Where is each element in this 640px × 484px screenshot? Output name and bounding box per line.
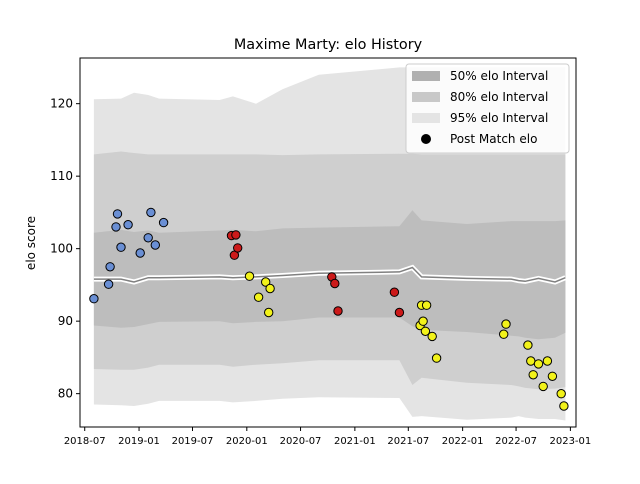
legend-label: 80% elo Interval xyxy=(450,90,548,104)
post-match-elo-point xyxy=(556,389,566,399)
post-match-elo-point xyxy=(112,209,123,219)
x-tick-label: 2019-01 xyxy=(118,436,160,447)
post-match-elo-point xyxy=(146,207,156,218)
post-match-elo-point xyxy=(158,217,169,228)
x-tick-label: 2023-01 xyxy=(549,436,591,447)
post-match-elo-point xyxy=(499,329,509,339)
post-match-elo-point xyxy=(418,316,428,326)
x-tick-label: 2022-01 xyxy=(442,436,484,447)
x-tick-label: 2018-07 xyxy=(64,436,106,447)
y-tick-label: 90 xyxy=(58,314,73,328)
post-match-elo-point xyxy=(231,230,241,240)
x-tick-label: 2020-01 xyxy=(226,436,268,447)
post-match-elo-point xyxy=(123,220,133,230)
y-tick-label: 120 xyxy=(50,97,73,111)
post-match-elo-point xyxy=(547,371,558,381)
post-match-elo-point xyxy=(542,356,553,366)
legend: 50% elo Interval 80% elo Interval 95% elo … xyxy=(405,63,570,154)
post-match-elo-point xyxy=(333,306,343,316)
legend-marker xyxy=(421,134,431,144)
post-match-elo-point xyxy=(394,307,405,318)
post-match-elo-point xyxy=(330,278,340,289)
post-match-elo-point xyxy=(533,359,544,369)
y-axis-label: elo score xyxy=(24,216,38,270)
x-tick-label: 2021-07 xyxy=(387,436,429,447)
legend-swatch xyxy=(412,71,440,81)
post-match-elo-point xyxy=(559,401,569,411)
chart-title: Maxime Marty: elo History xyxy=(234,37,423,53)
post-match-elo-point xyxy=(523,340,533,350)
post-match-elo-point xyxy=(431,353,442,363)
legend-label: 95% elo Interval xyxy=(450,111,548,125)
post-match-elo-point xyxy=(244,271,255,281)
axes-layer: 2018-07 2019-01 2019-07 2020-01 2020-07 2021-… xyxy=(50,57,591,447)
median-line xyxy=(93,266,566,283)
post-match-elo-point xyxy=(233,243,243,253)
post-match-elo-point xyxy=(105,262,115,272)
post-match-elo-point xyxy=(89,294,99,304)
post-match-elo-point xyxy=(421,300,432,310)
x-tick-label: 2021-01 xyxy=(334,436,376,447)
post-match-elo-point xyxy=(501,319,511,329)
post-match-elo-point xyxy=(261,277,271,287)
post-match-elo-point xyxy=(526,356,536,366)
post-match-elo-point xyxy=(143,233,153,243)
post-match-elo-point xyxy=(253,292,264,302)
x-tick-label: 2019-07 xyxy=(172,436,214,447)
post-match-elo-point xyxy=(528,370,538,380)
legend-swatch xyxy=(412,92,440,102)
post-match-elo-point xyxy=(538,381,548,392)
plot-layer xyxy=(89,67,569,421)
post-match-elo-point xyxy=(150,240,161,250)
legend-label: Post Match elo xyxy=(450,132,537,146)
post-match-elo-point xyxy=(135,248,145,258)
post-match-elo-point xyxy=(265,283,275,294)
legend-swatch xyxy=(412,113,440,123)
x-tick-label: 2022-07 xyxy=(495,436,537,447)
y-tick-label: 110 xyxy=(50,169,73,183)
post-match-elo-point xyxy=(111,222,121,232)
post-match-elo-point xyxy=(264,307,274,318)
post-match-elo-point xyxy=(389,287,400,297)
y-tick-label: 100 xyxy=(50,242,73,256)
post-match-elo-point xyxy=(103,279,114,289)
axes-frame xyxy=(79,57,577,428)
post-match-elo-point xyxy=(420,326,431,336)
legend-label: 50% elo Interval xyxy=(450,69,548,83)
post-match-elo-point xyxy=(116,242,126,252)
y-tick-label: 80 xyxy=(58,387,73,401)
x-tick-label: 2020-07 xyxy=(280,436,322,447)
post-match-elo-point xyxy=(427,331,437,342)
legend-box xyxy=(405,63,570,154)
